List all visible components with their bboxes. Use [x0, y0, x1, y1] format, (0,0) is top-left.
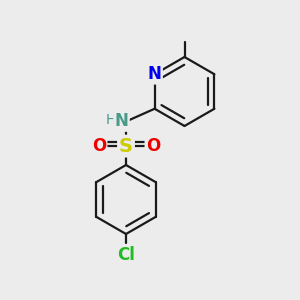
Text: N: N [148, 65, 162, 83]
Text: Cl: Cl [117, 246, 135, 264]
Text: O: O [146, 137, 160, 155]
Text: O: O [92, 137, 106, 155]
Text: S: S [119, 136, 133, 156]
Text: N: N [115, 112, 128, 130]
Text: H: H [106, 113, 116, 127]
